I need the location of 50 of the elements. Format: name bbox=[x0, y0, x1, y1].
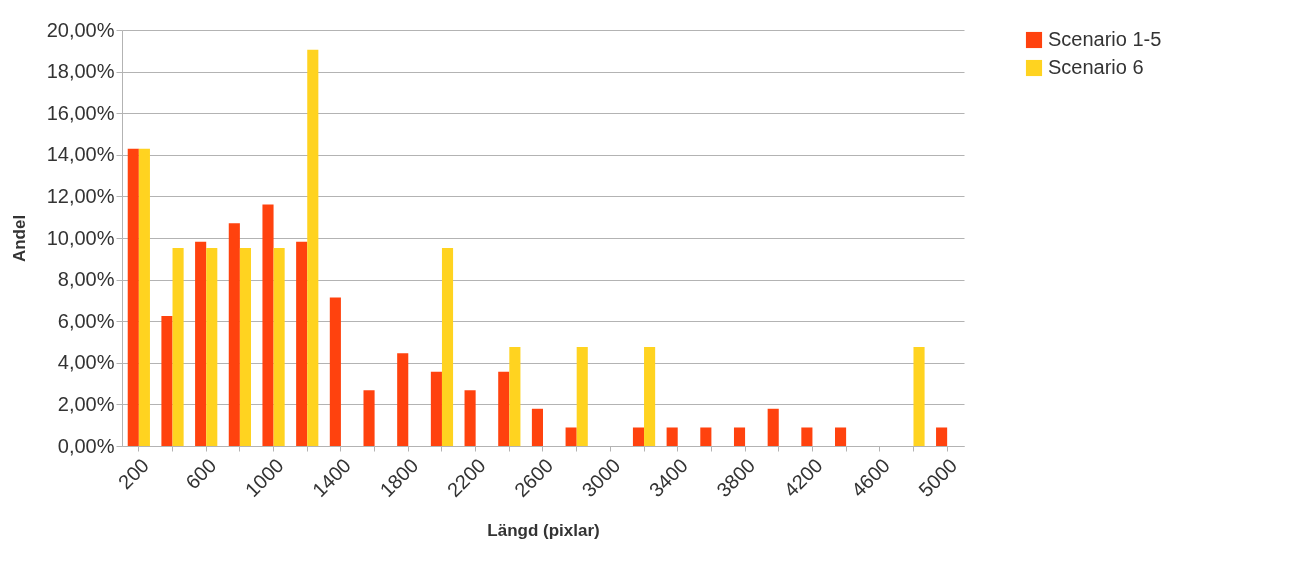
y-tick-label: 10,00% bbox=[46, 226, 115, 249]
y-tick-label: 0,00% bbox=[57, 434, 115, 457]
legend-label: Scenario 1-5 bbox=[1048, 28, 1162, 50]
bar bbox=[430, 371, 442, 446]
bar bbox=[632, 427, 645, 446]
y-tick-label: 8,00% bbox=[57, 268, 115, 291]
y-tick-label: 20,00% bbox=[46, 18, 115, 41]
bar bbox=[801, 427, 813, 446]
x-tick-label: 600 bbox=[181, 454, 221, 494]
bar bbox=[206, 247, 218, 446]
bar bbox=[239, 247, 251, 446]
y-axis-title: Andel bbox=[9, 214, 29, 263]
y-tick-label: 6,00% bbox=[57, 309, 115, 332]
bar bbox=[835, 427, 847, 446]
y-tick-label: 18,00% bbox=[46, 60, 115, 83]
bar bbox=[913, 346, 925, 446]
x-tick-label: 200 bbox=[113, 454, 153, 494]
bar bbox=[733, 427, 746, 446]
y-tick-label: 2,00% bbox=[57, 392, 115, 415]
bar bbox=[172, 247, 184, 446]
y-tick-label: 4,00% bbox=[57, 351, 115, 374]
bar bbox=[441, 247, 454, 446]
y-tick-label: 12,00% bbox=[46, 184, 115, 207]
bar bbox=[161, 316, 173, 446]
bar bbox=[531, 408, 543, 446]
bar bbox=[464, 390, 476, 446]
bar bbox=[127, 148, 139, 446]
bar bbox=[498, 371, 510, 446]
bar bbox=[565, 427, 577, 446]
bar bbox=[767, 408, 779, 446]
bar bbox=[397, 353, 409, 446]
x-axis-title: Längd (pixlar) bbox=[487, 521, 600, 541]
y-tick-label: 14,00% bbox=[46, 143, 115, 166]
bar bbox=[509, 346, 521, 446]
y-tick-label: 16,00% bbox=[46, 101, 115, 124]
bar bbox=[307, 49, 319, 446]
bar bbox=[195, 241, 207, 446]
bar bbox=[700, 427, 712, 446]
bar bbox=[296, 241, 308, 446]
bar bbox=[273, 247, 285, 446]
bar bbox=[936, 427, 948, 446]
legend-label: Scenario 6 bbox=[1048, 56, 1144, 78]
bar bbox=[666, 427, 678, 446]
bar bbox=[644, 346, 656, 446]
bar bbox=[262, 204, 274, 446]
bar bbox=[228, 223, 240, 446]
bar bbox=[138, 148, 150, 446]
bar bbox=[363, 390, 375, 446]
bar bbox=[329, 297, 341, 446]
bar bbox=[576, 346, 588, 446]
